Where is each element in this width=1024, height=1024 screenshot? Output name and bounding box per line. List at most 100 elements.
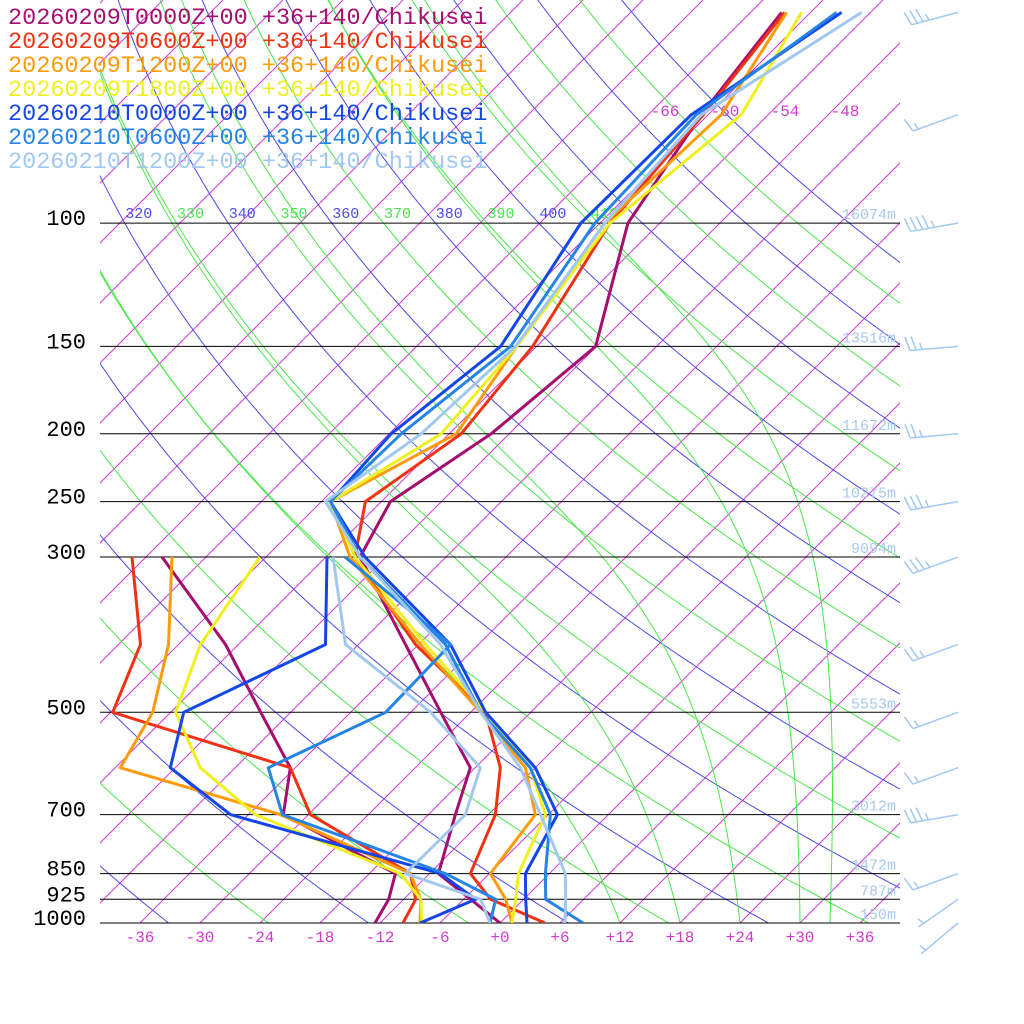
dry-adiabat [100,534,569,923]
dry-adiabat [100,865,169,923]
dry-adiabat [243,0,900,649]
temperature-line [358,11,783,923]
x-tick-label: -30 [186,929,215,947]
legend-entry: 20260210T0000Z+00 +36+140/Chikusei [8,101,487,128]
plot-area: 310 320 330 340 350 360 370 380 390 400 410 [73,0,900,923]
x-tick-label: -18 [306,929,335,947]
barb-half [917,918,925,924]
x-tick-label: -24 [246,929,275,947]
isotherm [100,102,900,904]
dry-adiabat [100,362,769,923]
dry-adiabat [453,0,900,429]
legend-entry: 20260210T0600Z+00 +36+140/Chikusei [8,125,487,152]
barb-half [924,560,931,568]
wind-barb [904,423,959,439]
legend-entry: 20260209T0000Z+00 +36+140/Chikusei [8,5,487,32]
barb-staff [910,500,959,511]
dry-adiabat-label: 310 [73,206,100,223]
barb-full [903,877,914,891]
isotherm [100,0,644,544]
y-tick-label: 850 [46,858,86,883]
barb-half [913,775,920,783]
dry-adiabat-label: 320 [125,206,152,223]
barb-staff [910,345,959,352]
dewpoint-line [331,556,492,923]
dewpoint-line [266,555,498,923]
barb-staff [912,711,959,730]
barb-full [903,496,912,511]
barb-staff [918,898,959,928]
barb-full [909,10,919,24]
wind-barb [903,767,959,785]
isotherm [100,0,704,604]
moist-adiabat [424,0,833,923]
wind-barb [904,336,959,352]
wind-barbs [903,8,959,955]
barb-half [930,220,936,228]
wind-barb [903,807,959,824]
wind-barb [919,922,959,955]
barb-staff [910,813,959,824]
dewpoint-line [160,556,397,923]
barb-full [903,771,914,785]
isotherm [100,0,464,364]
barb-half [918,429,923,438]
dry-adiabat [327,0,900,559]
height-label: 3012m [851,799,896,816]
x-tick-label: -12 [366,929,395,947]
barb-full [910,336,917,351]
dry-adiabat [100,67,900,839]
x-tick-label: -36 [126,929,155,947]
isotherm [379,402,900,923]
isotherm [199,222,900,923]
isotherm [619,642,900,923]
dry-adiabat [100,174,900,889]
y-tick-label: 700 [46,799,86,824]
wind-barb [903,643,959,662]
dry-adiabat [495,0,900,387]
dry-adiabat [100,699,369,923]
isotherm [100,0,524,424]
barb-full [909,559,920,572]
isotherm [859,882,900,923]
barb-staff [912,767,959,785]
wind-barb [903,872,959,891]
temperature-line [328,11,803,923]
barb-staff [912,113,959,132]
barb-full [903,648,914,662]
isotherm [679,702,900,923]
moist-adiabat [100,71,681,923]
isotherm-label: -54 [771,103,800,121]
dry-adiabat [411,0,900,472]
dry-adiabat-label: 340 [229,206,256,223]
height-label: 9094m [851,541,896,558]
y-tick-label: 200 [46,418,86,443]
height-label: 1472m [851,858,896,875]
wind-barb [917,898,959,928]
moist-adiabat [181,0,741,923]
y-tick-label: 250 [46,486,86,511]
isotherm [559,582,900,923]
dry-adiabat-label: 380 [436,206,463,223]
x-tick-label: +0 [490,929,509,947]
height-label: 16074m [842,207,896,224]
isotherm [139,162,900,923]
barb-full [915,807,924,822]
barb-half [924,499,930,508]
soundings [111,11,863,923]
isotherm [499,522,900,923]
y-tick-label: 500 [46,696,86,721]
dry-adiabat [579,0,900,304]
dry-adiabat-label: 370 [384,206,411,223]
barb-full [909,495,918,510]
wind-barb [903,494,959,511]
x-tick-label: +6 [550,929,569,947]
dry-adiabat [285,0,900,604]
barb-half [924,13,930,21]
dry-adiabat [100,449,669,923]
dewpoint-line [111,556,418,923]
dry-adiabat-label: 400 [539,206,566,223]
barb-full [915,494,924,509]
